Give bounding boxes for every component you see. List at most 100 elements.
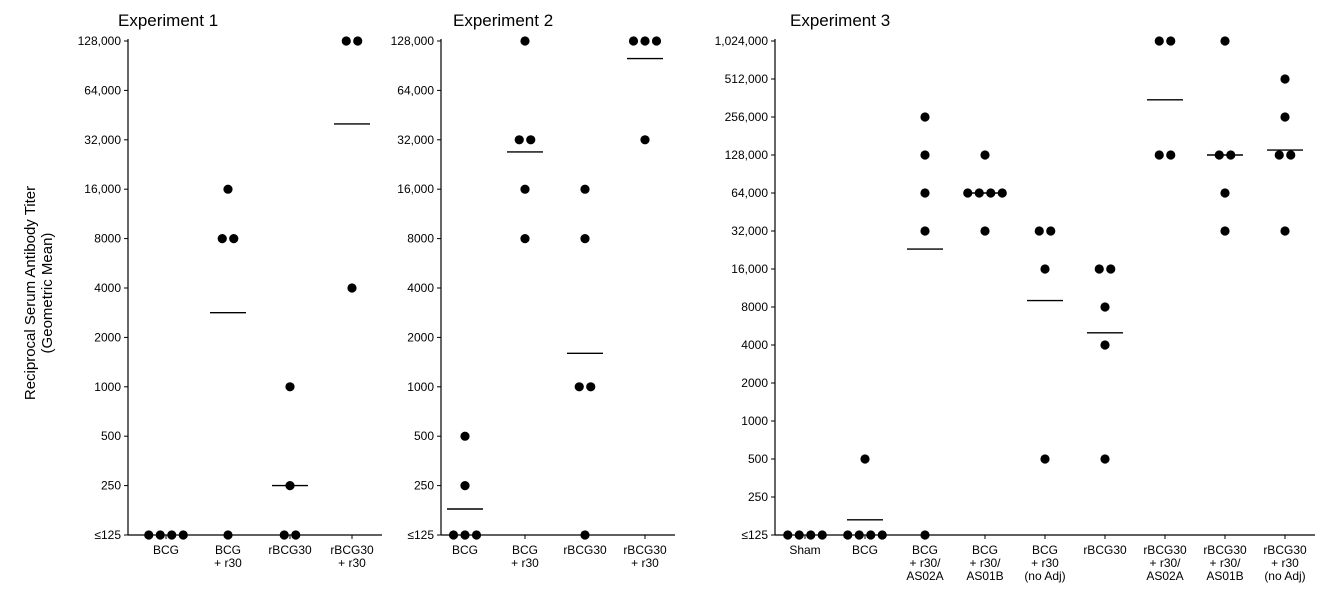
data-point [1280,112,1290,122]
data-point [229,234,239,244]
data-point [217,234,227,244]
y-tick-label: 16,000 [731,262,768,276]
data-point [520,36,530,46]
y-tick-label: 1000 [741,414,768,428]
y-axis-title: Reciprocal Serum Antibody Titer (Geometr… [22,186,56,400]
y-tick-label: 4000 [94,281,121,295]
category-label: AS02A [906,569,943,583]
y-tick-label: 16,000 [397,182,434,196]
data-point [640,135,650,145]
data-point [520,234,530,244]
panel-title: Experiment 1 [118,11,218,30]
category-label: rBCG30 [563,543,607,557]
data-point [1166,150,1176,160]
y-tick-label: ≤125 [741,528,768,542]
y-tick-label: 250 [414,479,434,493]
y-tick-label: 1000 [407,380,434,394]
category-label: rBCG30 [268,543,312,557]
category-label: BCG [912,543,938,557]
data-point [1154,150,1164,160]
data-point [574,382,584,392]
y-tick-label: 1000 [94,380,121,394]
category-label: BCG [452,543,478,557]
y-tick-label: 500 [414,429,434,443]
y-tick-label: 16,000 [84,182,121,196]
y-tick-label: 2000 [94,330,121,344]
data-point [920,530,930,540]
category-label: (no Adj) [1264,569,1305,583]
data-point [1280,74,1290,84]
data-point [1154,36,1164,46]
data-point [580,530,590,540]
category-label: BCG [1032,543,1058,557]
category-label: + r30 [1031,556,1059,570]
data-point [843,530,853,540]
y-tick-label: 512,000 [725,72,769,86]
data-point [1106,264,1116,274]
y-tick-label: 128,000 [391,34,435,48]
category-label: rBCG30 [1143,543,1187,557]
data-point [1280,226,1290,236]
data-point [520,184,530,194]
data-point [526,135,536,145]
experiment-2-panel: Experiment 2 ≤125 250 500 1000 2000 4000 8000 16… [391,11,675,570]
data-point [794,530,804,540]
y-tick-label: ≤125 [407,528,434,542]
data-point [223,184,233,194]
category-label: rBCG30 [1263,543,1307,557]
data-point [279,530,289,540]
category-label: BCG [512,543,538,557]
category-label: AS02A [1146,569,1183,583]
data-point [1220,36,1230,46]
category-label: + r30 [1271,556,1299,570]
data-point [580,184,590,194]
data-point [1100,454,1110,464]
y-tick-label: 32,000 [731,224,768,238]
data-point [1100,302,1110,312]
data-point [920,188,930,198]
data-point [1040,264,1050,274]
data-point [640,36,650,46]
category-label: BCG [972,543,998,557]
data-point [291,530,301,540]
data-point [860,454,870,464]
category-label: rBCG30 [1083,543,1127,557]
data-point [1220,226,1230,236]
data-point [854,530,864,540]
y-tick-label: 32,000 [397,133,434,147]
panel-title: Experiment 2 [453,11,553,30]
data-point [460,481,470,491]
category-label: + r30 [338,556,366,570]
category-label: BCG [153,543,179,557]
data-point [1034,226,1044,236]
y-axis-title-line-1: Reciprocal Serum Antibody Titer [22,186,39,400]
category-label: + r30/ [969,556,1001,570]
category-label: + r30 [214,556,242,570]
y-tick-label: 256,000 [725,110,769,124]
category-label: BCG [852,543,878,557]
data-point [1040,454,1050,464]
y-tick-label: 8000 [741,300,768,314]
data-point [223,530,233,540]
y-tick-label: 500 [748,452,768,466]
data-point [920,150,930,160]
data-point [285,382,295,392]
data-point [1286,150,1296,160]
data-point [1220,188,1230,198]
data-point [178,530,188,540]
y-tick-label: 64,000 [397,83,434,97]
category-label: rBCG30 [330,543,374,557]
data-point [460,431,470,441]
y-tick-label: 64,000 [84,83,121,97]
panel-title: Experiment 3 [790,11,890,30]
category-label: Sham [789,543,820,557]
data-point [586,382,596,392]
data-point [1046,226,1056,236]
category-label: rBCG30 [1203,543,1247,557]
data-point [866,530,876,540]
y-tick-label: 128,000 [78,34,122,48]
data-point [1166,36,1176,46]
y-tick-label: 8000 [94,232,121,246]
data-point [980,226,990,236]
y-tick-label: 128,000 [725,148,769,162]
